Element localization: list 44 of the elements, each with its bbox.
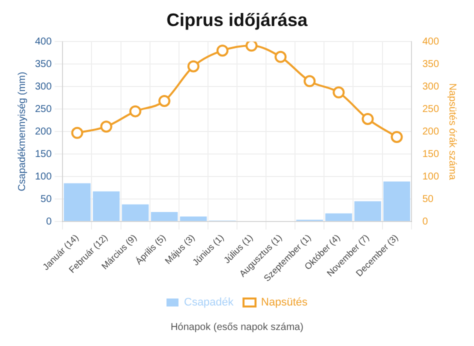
y-axis-title: Csapadékmennyiség (mm)	[16, 72, 28, 192]
y2-tick-label: 0	[422, 216, 428, 228]
legend-label: Csapadék	[184, 296, 234, 309]
y2-tick-label: 100	[422, 171, 440, 182]
y-tick-label: 400	[34, 36, 52, 48]
y2-tick-label: 250	[422, 104, 440, 115]
y-tick-label: 300	[34, 81, 52, 92]
legend-label: Napsütés	[261, 296, 308, 309]
point	[129, 105, 142, 118]
point	[216, 44, 228, 57]
y-tick-label: 50	[40, 194, 52, 205]
bar	[92, 191, 120, 222]
point	[71, 126, 84, 139]
point	[158, 94, 170, 107]
y2-tick-label: 350	[422, 58, 440, 70]
bar	[122, 204, 149, 222]
point	[332, 86, 345, 98]
y-tick-label: 100	[34, 171, 52, 182]
point	[362, 112, 374, 125]
y2-tick-label: 200	[422, 126, 440, 138]
chart-title: Ciprus időjárása	[166, 10, 309, 30]
bar	[354, 201, 382, 222]
y-tick-label: 250	[34, 104, 52, 115]
y2-tick-label: 150	[422, 148, 440, 160]
point	[187, 60, 200, 72]
bar	[150, 212, 178, 222]
y2-axis-title: Napsütés órák száma	[446, 83, 458, 180]
point	[390, 130, 403, 143]
y-tick-label: 200	[34, 126, 52, 138]
y-tick-label: 350	[34, 58, 52, 70]
y2-tick-label: 400	[422, 36, 440, 48]
point	[100, 120, 112, 133]
bar	[180, 216, 207, 222]
bar	[383, 181, 410, 222]
y2-tick-label: 50	[422, 194, 434, 205]
x-axis-title: Hónapok (esős napok száma)	[170, 322, 304, 333]
point	[274, 50, 287, 63]
point	[304, 75, 316, 88]
point	[246, 42, 258, 52]
bar	[64, 183, 91, 222]
y-tick-label: 0	[46, 216, 52, 228]
y2-tick-label: 300	[422, 81, 440, 92]
bar	[325, 213, 352, 222]
y-tick-label: 150	[34, 148, 52, 160]
